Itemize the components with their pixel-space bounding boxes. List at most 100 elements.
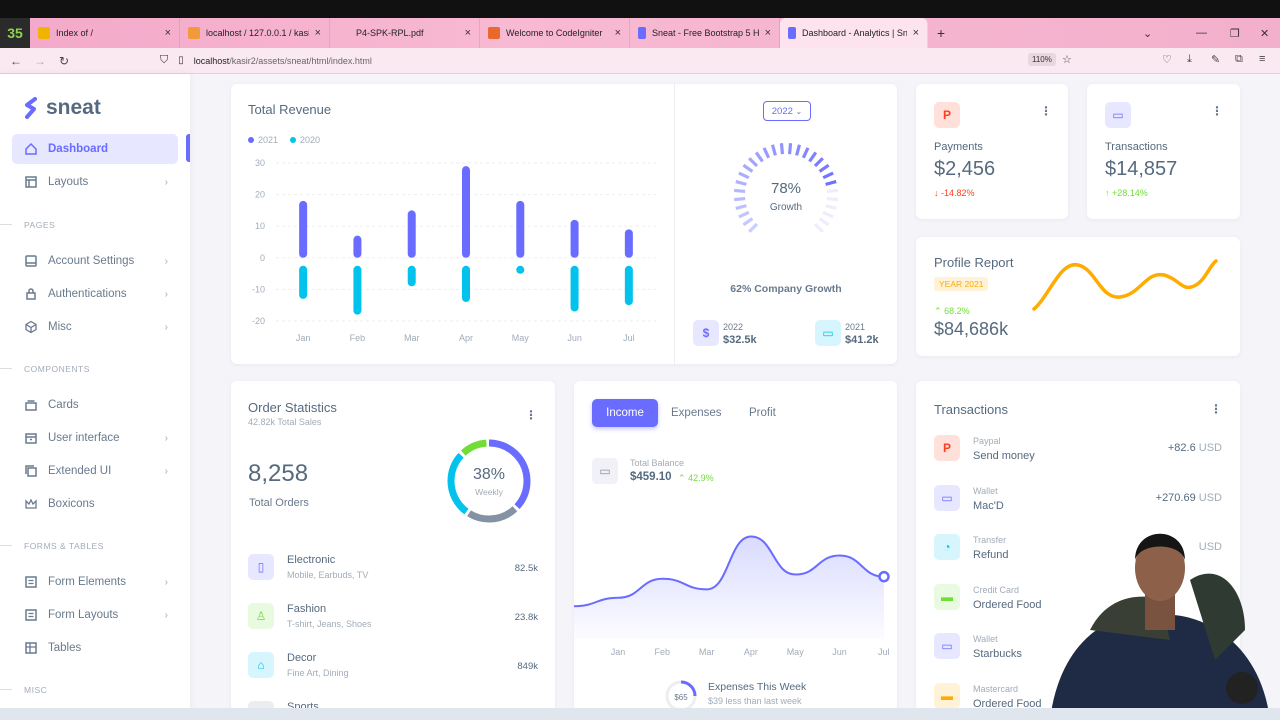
sidebar-item-form-elements[interactable]: Form Elements › (12, 567, 178, 597)
close-tab-icon[interactable]: × (764, 27, 771, 39)
close-tab-icon[interactable]: × (614, 27, 621, 39)
table-icon (24, 641, 38, 655)
more-options-icon[interactable]: ⋮ (525, 408, 537, 422)
pocket-icon[interactable]: ♡ (1162, 54, 1172, 66)
arrow-up-icon: ↑ (1105, 188, 1110, 198)
transaction-type: Wallet (973, 634, 998, 644)
divider (674, 84, 675, 364)
gauge-tick (742, 163, 754, 173)
browser-tab[interactable]: Sneat - Free Bootstrap 5 HTML × (630, 18, 780, 48)
amount-currency: USD (1198, 541, 1222, 553)
profile-change: ⌃ 68.2% (934, 306, 970, 316)
reload-icon[interactable]: ↻ (58, 53, 70, 68)
donut-percent: 38% (472, 466, 506, 483)
browser-tab[interactable]: Welcome to CodeIgniter × (480, 18, 630, 48)
home-icon (24, 142, 38, 156)
tab-expenses[interactable]: Expenses (671, 407, 722, 419)
pdf-icon (338, 27, 350, 39)
close-tab-icon[interactable]: × (164, 27, 171, 39)
sidebar-item-account-settings[interactable]: Account Settings › (12, 246, 178, 276)
chevron-right-icon: › (164, 176, 168, 188)
browser-tab[interactable]: localhost / 127.0.0.1 / kasir / us × (180, 18, 330, 48)
transaction-amount: +270.69 USD (1156, 492, 1222, 504)
sidebar-item-misc[interactable]: Misc › (12, 312, 178, 342)
transactions-title: Transactions (934, 402, 1008, 417)
brand-logo[interactable]: sneat (24, 96, 101, 120)
close-tab-icon[interactable]: × (314, 27, 321, 39)
income-end-marker (878, 570, 890, 583)
expense-value: $65 (674, 693, 688, 702)
balance-change: ⌃ 42.9% (678, 473, 714, 483)
chevron-down-icon[interactable]: ⌄ (1143, 27, 1153, 40)
restore-icon[interactable]: ❐ (1230, 27, 1240, 40)
chevron-right-icon: › (164, 432, 168, 444)
wallet-icon: ▭ (815, 320, 841, 346)
close-tab-icon[interactable]: × (912, 27, 919, 39)
chevron-right-icon: › (164, 465, 168, 477)
tab-income[interactable]: Income (592, 399, 658, 427)
tab-profit[interactable]: Profit (749, 407, 776, 419)
sidebar-item-cards[interactable]: Cards (12, 390, 178, 420)
sidebar-item-extended-ui[interactable]: Extended UI › (12, 456, 178, 486)
sidebar-item-authentications[interactable]: Authentications › (12, 279, 178, 309)
minimize-icon[interactable]: — (1196, 27, 1207, 39)
browser-tab[interactable]: P4-SPK-RPL.pdf × (330, 18, 480, 48)
download-icon[interactable]: ⤓ (1187, 53, 1192, 65)
sidebar-item-form-layouts[interactable]: Form Layouts › (12, 600, 178, 630)
forward-icon[interactable]: → (34, 53, 46, 68)
gauge-tick (748, 222, 759, 233)
x-tick-label: Jul (623, 333, 635, 343)
x-tick-label: Feb (655, 647, 671, 657)
sidebar-item-layouts[interactable]: Layouts › (12, 167, 178, 197)
category-value: 82.5k (514, 563, 538, 574)
stat-year-2022: 2022 (723, 322, 744, 332)
year-dropdown[interactable]: 2022 ⌄ (763, 101, 811, 121)
back-icon[interactable]: ← (10, 53, 22, 68)
gauge-tick (735, 179, 747, 186)
star-icon[interactable]: ☆ (1062, 54, 1072, 66)
menu-icon[interactable]: ≡ (1259, 53, 1266, 65)
close-window-icon[interactable]: ✕ (1260, 27, 1270, 40)
x-tick-label: Apr (744, 647, 758, 657)
more-options-icon[interactable]: ⋮ (1040, 104, 1052, 118)
x-tick-label: Feb (350, 333, 366, 343)
transactions-stat-card: ▭ ⋮ Transactions $14,857 ↑ +28.14% (1087, 84, 1240, 219)
category-desc: T-shirt, Jeans, Shoes (287, 619, 372, 629)
profile-title: Profile Report (934, 255, 1014, 270)
more-options-icon[interactable]: ⋮ (1210, 402, 1222, 416)
wrench-icon[interactable]: ✎ (1211, 54, 1221, 66)
url-field[interactable]: ⛉ ▯ localhost/kasir2/assets/sneat/html/i… (160, 54, 372, 66)
more-options-icon[interactable]: ⋮ (1211, 104, 1223, 118)
transaction-type: Paypal (973, 436, 1001, 446)
layout-icon (24, 175, 38, 189)
amount-value: +270.69 (1155, 491, 1196, 504)
gauge-tick (813, 222, 824, 233)
category-desc: Fine Art, Dining (287, 668, 349, 678)
orders-subtitle: 42.82k Total Sales (248, 417, 322, 427)
copy-icon (24, 464, 38, 478)
screen-top-strip (0, 0, 1280, 18)
expense-sub: $39 less than last week (708, 696, 802, 706)
new-tab-button[interactable]: + (936, 25, 946, 41)
detail-icon (24, 575, 38, 589)
close-tab-icon[interactable]: × (464, 27, 471, 39)
y-tick-label: -20 (252, 316, 265, 326)
sidebar-item-dashboard[interactable]: Dashboard (12, 134, 178, 164)
extensions-icon[interactable]: ⧉ (1235, 53, 1243, 65)
mobile-icon: ▯ (248, 554, 274, 580)
x-tick-label: Apr (459, 333, 473, 343)
transactions-value: $14,857 (1105, 158, 1178, 180)
legend-dot-2021 (248, 137, 254, 143)
sidebar-item-boxicons[interactable]: Boxicons (12, 489, 178, 519)
transactions-label: Transactions (1105, 141, 1168, 153)
browser-tab[interactable]: Index of / × (30, 18, 180, 48)
transaction-amount: USD (1199, 541, 1222, 553)
sidebar-item-user-interface[interactable]: User interface › (12, 423, 178, 453)
zoom-level[interactable]: 110% (1028, 53, 1056, 66)
donut-segment (447, 439, 531, 523)
gauge-tick (818, 217, 830, 227)
browser-tab-active[interactable]: Dashboard - Analytics | Sneat - × (780, 18, 928, 48)
gauge-tick (779, 143, 785, 155)
sidebar-item-tables[interactable]: Tables (12, 633, 178, 663)
box-icon (24, 431, 38, 445)
